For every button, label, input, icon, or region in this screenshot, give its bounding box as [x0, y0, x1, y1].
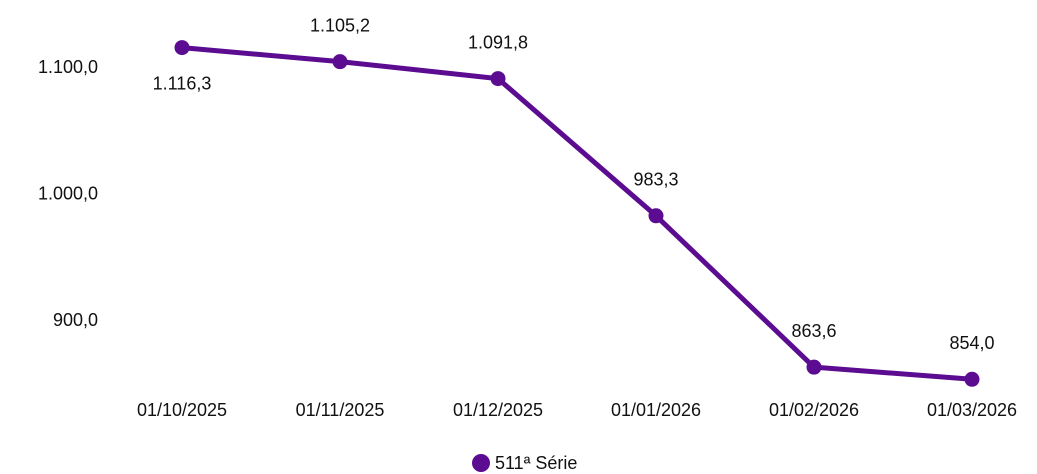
legend-marker [472, 454, 490, 472]
data-point [332, 54, 348, 70]
series-line [181, 45, 973, 382]
data-point [806, 359, 822, 375]
legend-label: 511ª Série [495, 453, 577, 473]
x-tick-label: 01/02/2026 [769, 400, 859, 420]
data-point [490, 71, 506, 87]
data-label: 863,6 [791, 321, 836, 341]
data-point [174, 40, 190, 56]
y-tick-label: 900,0 [53, 310, 98, 330]
data-label: 1.116,3 [153, 73, 212, 93]
data-point [648, 208, 664, 224]
x-tick-label: 01/11/2025 [296, 400, 385, 420]
y-tick-label: 1.100,0 [38, 57, 98, 77]
x-tick-label: 01/10/2025 [137, 400, 227, 420]
data-point [964, 371, 980, 387]
data-label: 1.091,8 [468, 32, 528, 52]
data-label: 854,0 [949, 333, 994, 353]
x-tick-label: 01/01/2026 [611, 400, 701, 420]
x-tick-label: 01/12/2025 [453, 400, 543, 420]
data-label: 983,3 [633, 170, 678, 190]
x-tick-label: 01/03/2026 [927, 400, 1017, 420]
y-tick-label: 1.000,0 [38, 183, 98, 203]
data-label: 1.105,2 [310, 15, 370, 35]
